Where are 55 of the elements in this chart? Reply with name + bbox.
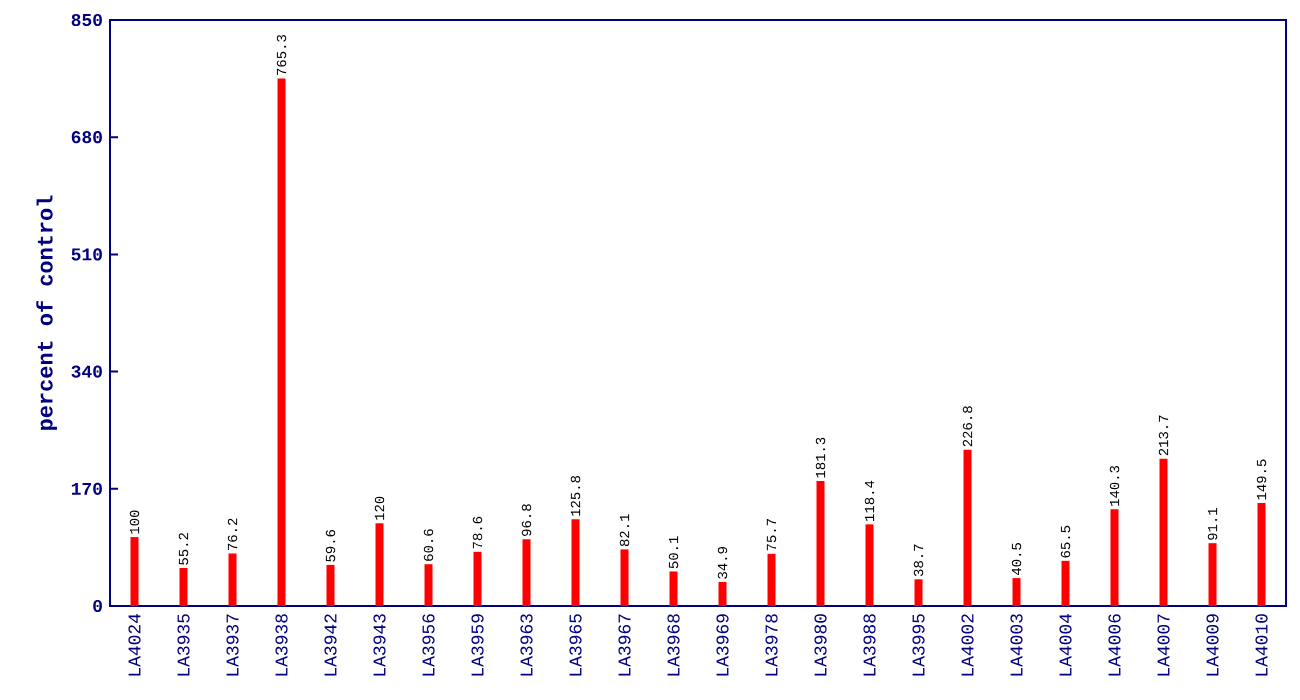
bar (326, 564, 335, 606)
bar (1110, 509, 1119, 606)
y-tick-label: 680 (71, 131, 102, 144)
bar (914, 579, 923, 606)
bar (571, 519, 580, 606)
bar (473, 551, 482, 606)
x-tick-label: LA4003 (1010, 614, 1023, 676)
bar (375, 523, 384, 606)
x-tick-label: LA3995 (912, 614, 925, 676)
bar (179, 567, 188, 606)
y-tick-label: 0 (93, 599, 102, 613)
x-tick-label: LA4006 (1108, 614, 1121, 676)
x-tick-label: LA3959 (471, 614, 484, 676)
bar (669, 571, 678, 606)
x-tick-label: LA3963 (520, 614, 533, 676)
bar (865, 524, 874, 606)
x-tick-label: LA4010 (1255, 614, 1268, 676)
bar (1061, 560, 1070, 606)
y-axis-title: percent of control (36, 195, 57, 430)
bar (277, 78, 286, 606)
bar (816, 481, 825, 606)
y-tick-label: 510 (71, 248, 102, 261)
bar (522, 539, 531, 606)
y-tick-label: 850 (71, 13, 102, 27)
bar (1257, 502, 1266, 606)
x-tick-label: LA3943 (373, 614, 386, 676)
bar (767, 553, 776, 606)
x-tick-label: LA4009 (1206, 614, 1219, 676)
bar (228, 553, 237, 606)
x-tick-label: LA3942 (324, 614, 337, 676)
bar (130, 537, 139, 606)
bar (424, 564, 433, 606)
x-tick-label: LA3969 (716, 614, 729, 676)
x-tick-label: LA3956 (422, 614, 435, 676)
x-tick-label: LA3978 (765, 614, 778, 676)
bar (1159, 458, 1168, 606)
y-tick-label: 170 (71, 482, 102, 495)
x-tick-label: LA3937 (226, 614, 239, 676)
x-tick-label: LA4002 (961, 614, 974, 676)
x-tick-label: LA3967 (618, 614, 631, 676)
bar (963, 449, 972, 606)
x-tick-label: LA3965 (569, 614, 582, 676)
bar (718, 581, 727, 606)
x-tick-label: LA3988 (863, 614, 876, 676)
x-tick-label: LA4004 (1059, 613, 1072, 676)
x-tick-label: LA4007 (1157, 614, 1170, 676)
x-tick-label: LA3938 (275, 614, 288, 676)
bar (1208, 543, 1217, 606)
bar (620, 549, 629, 606)
x-tick-label: LA3968 (667, 614, 680, 676)
bar (1012, 578, 1021, 606)
y-tick-label: 340 (71, 365, 102, 378)
x-tick-label: LA3980 (814, 614, 827, 676)
x-tick-label: LA3935 (177, 614, 190, 676)
x-tick-label: LA4024 (128, 613, 141, 676)
